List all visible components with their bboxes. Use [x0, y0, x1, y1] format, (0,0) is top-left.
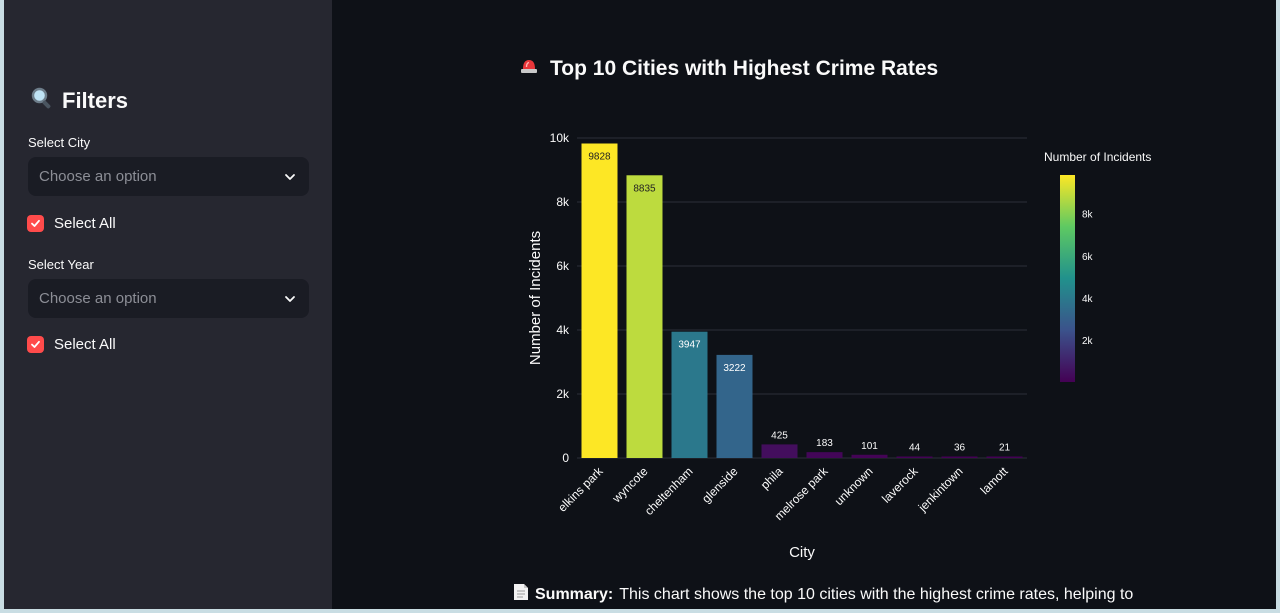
bar: [761, 444, 798, 458]
filters-title: Filters: [62, 88, 129, 113]
data-label: 36: [954, 443, 966, 454]
summary-label: Summary:: [535, 585, 614, 603]
checkbox-checked-icon: [27, 215, 44, 232]
data-label: 101: [861, 441, 878, 452]
data-label: 3947: [678, 340, 701, 351]
bar: [986, 456, 1023, 458]
main-content: Top 10 Cities with Highest Crime Rates 0…: [332, 0, 1276, 609]
x-axis-title: City: [789, 544, 815, 561]
x-tick-label: wyncote: [609, 464, 651, 506]
sidebar: Filters Select City Choose an option Sel…: [4, 0, 332, 609]
y-tick-label: 10k: [550, 131, 570, 145]
colorbar-tick-label: 4k: [1082, 294, 1094, 305]
x-tick-label: jenkintown: [915, 464, 966, 515]
year-select-placeholder: Choose an option: [39, 290, 157, 307]
year-select-all-label: Select All: [54, 336, 116, 353]
colorbar-title: Number of Incidents: [1044, 150, 1151, 164]
memo-icon: [513, 583, 529, 606]
y-tick-label: 8k: [556, 195, 570, 209]
data-label: 21: [999, 443, 1011, 454]
x-tick-label: glenside: [699, 464, 741, 506]
bar: [941, 456, 978, 458]
bar: [851, 454, 888, 458]
siren-icon: [518, 56, 540, 82]
y-tick-label: 0: [562, 451, 569, 465]
x-tick-label: cheltenham: [642, 464, 696, 518]
data-label: 8835: [633, 183, 656, 194]
bar: [896, 456, 933, 458]
filters-header: Filters: [30, 86, 128, 116]
chevron-down-icon: [285, 173, 295, 180]
x-tick-label: unknown: [832, 464, 876, 508]
city-select-placeholder: Choose an option: [39, 168, 157, 185]
chevron-down-icon: [285, 295, 295, 302]
city-select-all-label: Select All: [54, 215, 116, 232]
city-select-all-checkbox[interactable]: Select All: [27, 215, 116, 232]
year-label: Select Year: [28, 257, 94, 272]
bar: [716, 354, 753, 458]
bar-chart: 0 2k 4k 6k 8k 10k 9828 elkins park 8835 wyncote 39…: [527, 131, 1151, 561]
summary-text: This chart shows the top 10 cities with …: [619, 585, 1134, 603]
bar: [581, 143, 618, 458]
y-tick-label: 2k: [556, 387, 570, 401]
checkbox-checked-icon: [27, 336, 44, 353]
data-label: 183: [816, 438, 833, 449]
data-label: 9828: [588, 152, 611, 163]
x-tick-label: lamott: [978, 464, 1011, 497]
city-select[interactable]: Choose an option: [28, 157, 309, 196]
summary-line: Summary: This chart shows the top 10 cit…: [513, 583, 1133, 606]
data-label: 425: [771, 430, 788, 441]
chart-header: Top 10 Cities with Highest Crime Rates: [518, 56, 938, 82]
magnifier-icon: [30, 86, 54, 116]
bar: [671, 331, 708, 458]
y-axis-title: Number of Incidents: [527, 231, 544, 365]
chart-title: Top 10 Cities with Highest Crime Rates: [550, 57, 939, 80]
bar: [626, 175, 663, 458]
colorbar: [1060, 175, 1075, 382]
year-select-all-checkbox[interactable]: Select All: [27, 336, 116, 353]
data-label: 3222: [723, 363, 746, 374]
year-select[interactable]: Choose an option: [28, 279, 309, 318]
city-label: Select City: [28, 135, 91, 150]
x-tick-label: elkins park: [555, 464, 606, 515]
colorbar-tick-label: 2k: [1082, 336, 1094, 347]
x-tick-label: phila: [758, 464, 786, 492]
colorbar-tick-label: 8k: [1082, 210, 1094, 221]
bar: [806, 452, 843, 458]
y-tick-label: 6k: [556, 259, 570, 273]
data-label: 44: [909, 443, 921, 454]
x-tick-label: laverock: [879, 464, 921, 506]
y-tick-label: 4k: [556, 323, 570, 337]
colorbar-tick-label: 6k: [1082, 252, 1094, 263]
